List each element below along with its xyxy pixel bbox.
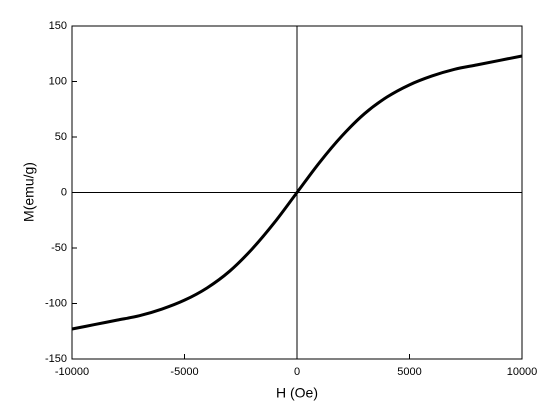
x-tick-label: 10000: [507, 366, 538, 378]
y-tick-label: 150: [49, 20, 67, 32]
x-axis-label: H (Oe): [276, 385, 318, 401]
y-tick-label: -50: [51, 242, 67, 254]
y-tick-label: 0: [61, 186, 67, 198]
y-tick-label: 50: [55, 131, 67, 143]
y-axis-label: M(emu/g): [21, 162, 37, 222]
x-tick-label: 0: [294, 366, 300, 378]
x-tick-label: -5000: [170, 366, 198, 378]
x-tick-label: -10000: [55, 366, 89, 378]
x-tick-label: 5000: [397, 366, 421, 378]
y-tick-label: -150: [45, 353, 67, 365]
y-tick-label: 100: [49, 75, 67, 87]
y-tick-label: -100: [45, 297, 67, 309]
curve: [71, 54, 523, 331]
